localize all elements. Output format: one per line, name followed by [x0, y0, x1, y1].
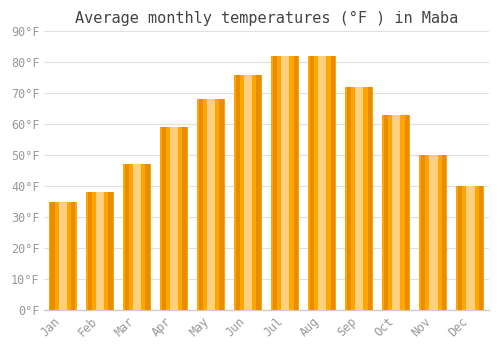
Bar	[108, 192, 112, 310]
Bar	[133, 164, 141, 310]
Bar	[86, 192, 114, 310]
Bar	[72, 202, 76, 310]
Bar	[207, 99, 216, 310]
Bar	[244, 75, 252, 310]
Bar	[330, 56, 334, 310]
Bar	[466, 186, 474, 310]
Bar	[308, 56, 336, 310]
Bar	[347, 87, 351, 310]
Bar	[50, 202, 54, 310]
Bar	[346, 87, 373, 310]
Bar	[294, 56, 298, 310]
Bar	[318, 56, 326, 310]
Bar	[236, 75, 240, 310]
Bar	[123, 164, 151, 310]
Bar	[96, 192, 104, 310]
Bar	[220, 99, 224, 310]
Bar	[458, 186, 462, 310]
Title: Average monthly temperatures (°F ) in Maba: Average monthly temperatures (°F ) in Ma…	[75, 11, 458, 26]
Bar	[88, 192, 92, 310]
Bar	[234, 75, 262, 310]
Bar	[392, 115, 400, 310]
Bar	[404, 115, 409, 310]
Bar	[368, 87, 372, 310]
Bar	[456, 186, 484, 310]
Bar	[442, 155, 446, 310]
Bar	[272, 56, 277, 310]
Bar	[421, 155, 425, 310]
Bar	[160, 127, 188, 310]
Bar	[272, 56, 299, 310]
Bar	[420, 155, 447, 310]
Bar	[256, 75, 260, 310]
Bar	[162, 127, 166, 310]
Bar	[198, 99, 203, 310]
Bar	[182, 127, 186, 310]
Bar	[170, 127, 178, 310]
Bar	[197, 99, 225, 310]
Bar	[382, 115, 410, 310]
Bar	[384, 115, 388, 310]
Bar	[310, 56, 314, 310]
Bar	[124, 164, 128, 310]
Bar	[478, 186, 483, 310]
Bar	[355, 87, 364, 310]
Bar	[59, 202, 67, 310]
Bar	[146, 164, 150, 310]
Bar	[49, 202, 77, 310]
Bar	[429, 155, 438, 310]
Bar	[281, 56, 289, 310]
